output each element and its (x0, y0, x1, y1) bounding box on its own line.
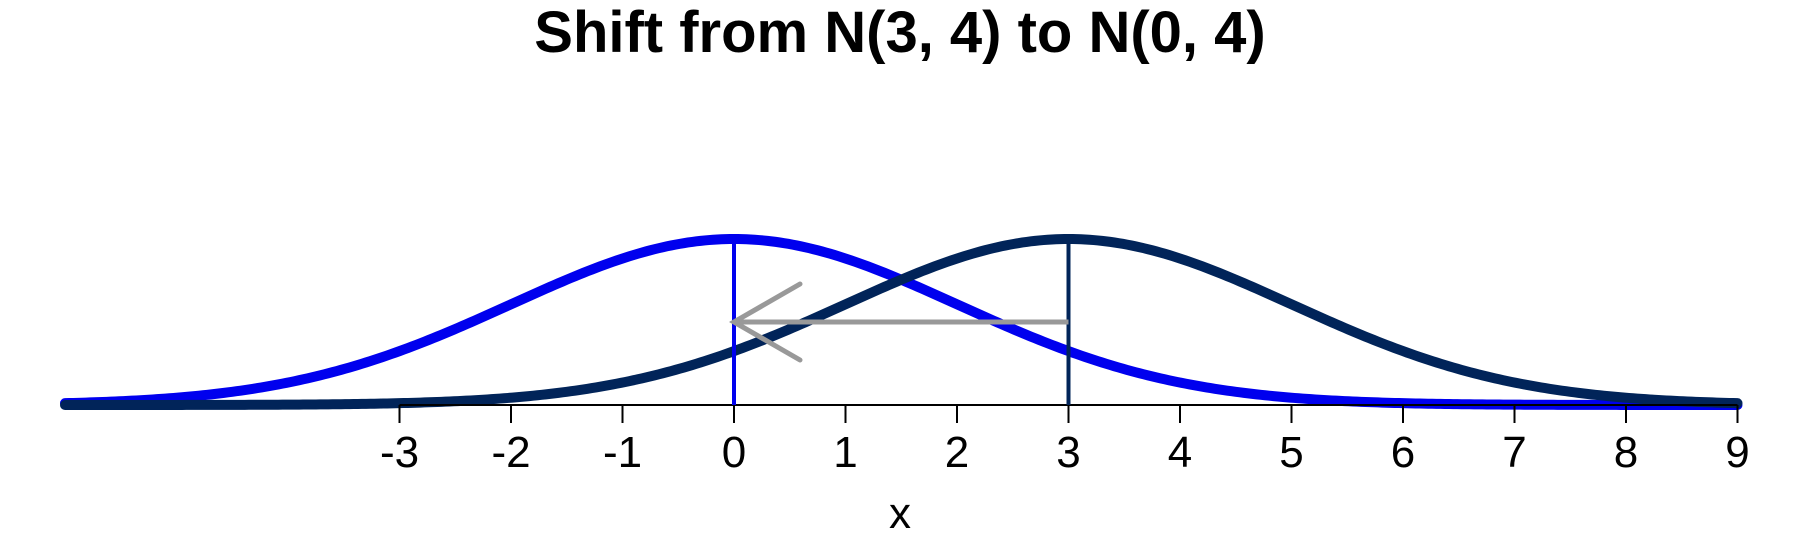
x-axis: -3 -2 -1 0 1 2 3 4 5 6 7 8 9 (380, 404, 1750, 477)
x-tick-label: -3 (380, 428, 419, 477)
x-tick-label: 0 (722, 428, 746, 477)
arrow-head (728, 281, 803, 363)
x-tick-label: -1 (603, 428, 642, 477)
shift-arrow (728, 281, 1069, 363)
x-tick-label: 1 (833, 428, 857, 477)
x-tick-label: 3 (1056, 428, 1080, 477)
x-tick-label: 6 (1391, 428, 1415, 477)
x-tick-label: 7 (1502, 428, 1526, 477)
x-tick-label: -2 (491, 428, 530, 477)
chart-title: Shift from N(3, 4) to N(0, 4) (534, 0, 1266, 65)
density-curve-2 (60, 233, 1743, 410)
x-axis-title: x (889, 489, 911, 538)
x-tick-label: 5 (1279, 428, 1303, 477)
x-tick-label: 2 (945, 428, 969, 477)
x-tick-label: 8 (1614, 428, 1638, 477)
x-tick-label: 4 (1168, 428, 1192, 477)
x-tick-label: 9 (1725, 428, 1749, 477)
